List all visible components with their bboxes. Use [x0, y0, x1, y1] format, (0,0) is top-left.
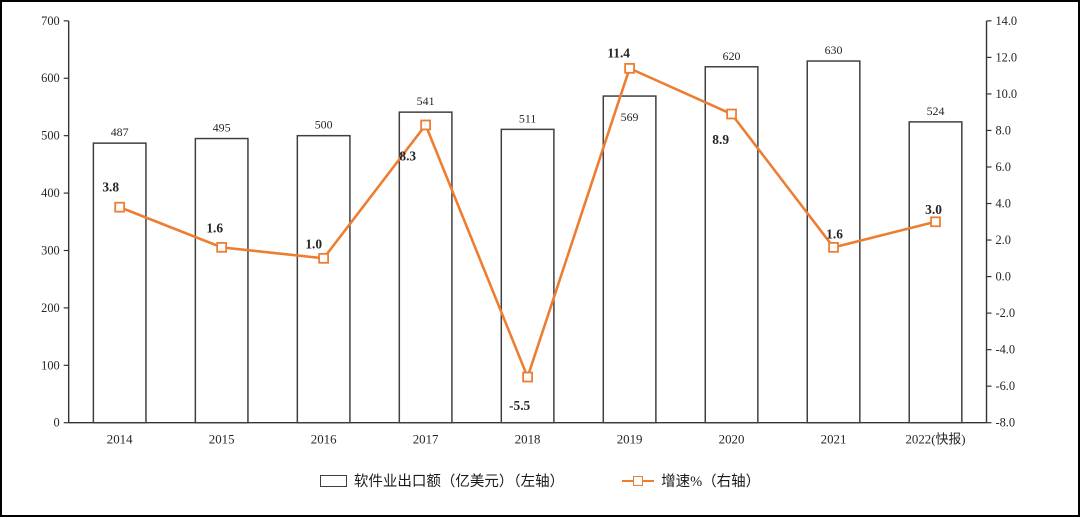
x-axis-category-label: 2022(快报) [905, 433, 965, 447]
right-axis-tick-label: -8.0 [995, 416, 1015, 430]
x-axis-category-label: 2019 [617, 433, 643, 447]
right-axis-tick-label: -6.0 [995, 379, 1015, 393]
line-value-label: 1.0 [305, 236, 322, 251]
bar [806, 60, 861, 424]
right-axis-tick-label: 8.0 [995, 123, 1011, 137]
legend-item-export-bars: 软件业出口额（亿美元）（左轴） [319, 470, 565, 491]
bar-value-label: 524 [927, 104, 945, 118]
bar [398, 111, 453, 424]
line-marker [828, 242, 839, 253]
x-axis-category-label: 2014 [107, 433, 133, 447]
left-axis-tick-label: 100 [41, 358, 60, 372]
x-axis-category-label: 2021 [821, 433, 847, 447]
bar [194, 137, 249, 424]
line-value-label: 3.0 [925, 202, 942, 217]
x-axis-category-label: 2016 [311, 433, 337, 447]
right-axis-tick-label: -4.0 [995, 343, 1015, 357]
right-axis-tick-label: 4.0 [995, 196, 1011, 210]
legend-label-export: 软件业出口额（亿美元）（左轴） [353, 474, 565, 490]
x-axis-category-label: 2017 [413, 433, 439, 447]
bar [92, 142, 147, 424]
line-value-label: 1.6 [826, 226, 843, 241]
bar [602, 95, 657, 424]
bar-value-label: 541 [417, 94, 435, 108]
bar-value-label: 500 [315, 118, 333, 132]
line-marker [318, 252, 329, 264]
right-axis-tick-label: 12.0 [995, 50, 1017, 64]
bar-series-swatch-icon [319, 474, 347, 487]
line-marker [420, 119, 431, 131]
bar-value-label: 487 [111, 125, 129, 139]
bar-value-label: 511 [519, 111, 536, 125]
legend-label-growth: 增速%（右轴） [661, 474, 761, 490]
left-axis-tick-label: 600 [41, 71, 60, 85]
line-marker [624, 62, 635, 74]
right-axis-tick-label: 2.0 [995, 233, 1011, 247]
x-axis-category-label: 2015 [209, 433, 235, 447]
line-marker [930, 216, 941, 228]
line-marker [522, 371, 533, 383]
bar-value-label: 630 [825, 43, 843, 57]
x-axis-category-label: 2018 [515, 433, 541, 447]
chart-legend: 软件业出口额（亿美元）（左轴） 增速%（右轴） [2, 470, 1078, 491]
bar [908, 121, 963, 424]
line-value-label: -5.5 [509, 398, 530, 413]
right-axis-tick-label: 0.0 [995, 270, 1011, 284]
line-marker [114, 201, 126, 213]
bar-value-label: 620 [723, 49, 741, 63]
left-axis-tick-label: 300 [41, 243, 60, 257]
line-value-label: 8.9 [712, 132, 729, 147]
line-value-label: 11.4 [607, 45, 630, 60]
right-axis-tick-label: 14.0 [995, 14, 1017, 28]
bar-value-label: 569 [621, 110, 639, 124]
right-axis-tick-label: 6.0 [995, 160, 1011, 174]
line-value-label: 3.8 [102, 179, 119, 194]
line-marker [216, 242, 228, 253]
legend-item-growth-line: 增速%（右轴） [622, 470, 760, 491]
line-value-label: 8.3 [399, 149, 416, 164]
left-axis-tick-label: 0 [54, 416, 60, 430]
bar [296, 134, 351, 424]
left-axis-tick-label: 700 [41, 14, 60, 28]
bar-value-label: 495 [213, 121, 231, 135]
right-axis-tick-label: -2.0 [995, 306, 1015, 320]
bar [704, 66, 759, 424]
left-axis-tick-label: 500 [41, 129, 60, 143]
left-axis-tick-label: 400 [41, 186, 60, 200]
left-axis-tick-label: 200 [41, 301, 60, 315]
right-axis-tick-label: 10.0 [995, 87, 1017, 101]
x-axis-category-label: 2020 [719, 433, 745, 447]
line-series-swatch-icon [622, 475, 655, 486]
line-marker [726, 108, 737, 120]
line-value-label: 1.6 [206, 220, 223, 235]
